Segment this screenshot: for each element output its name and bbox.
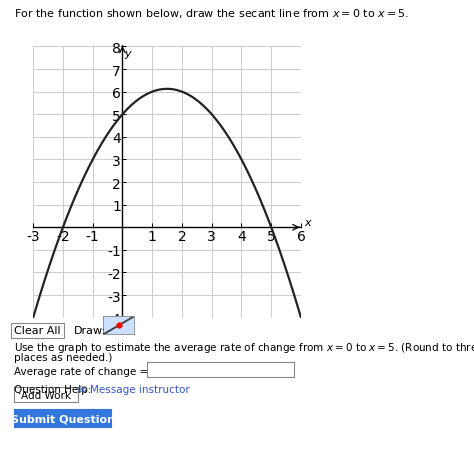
Text: Question Help:: Question Help:: [14, 384, 92, 394]
Text: Submit Question: Submit Question: [11, 413, 115, 423]
Text: Clear All: Clear All: [14, 326, 61, 336]
Text: Use the graph to estimate the average rate of change from $x = 0$ to $x = 5$. (R: Use the graph to estimate the average ra…: [14, 341, 474, 354]
Text: Average rate of change =: Average rate of change =: [14, 366, 148, 376]
Text: Draw:: Draw:: [73, 326, 106, 336]
Text: For the function shown below, draw the secant line from $x = 0$ to $x = 5$.: For the function shown below, draw the s…: [14, 7, 410, 20]
Text: x: x: [304, 217, 310, 227]
Text: places as needed.): places as needed.): [14, 352, 113, 362]
Text: ✉ Message instructor: ✉ Message instructor: [78, 384, 190, 394]
Text: Add Work: Add Work: [21, 390, 71, 400]
Text: y: y: [125, 48, 131, 59]
